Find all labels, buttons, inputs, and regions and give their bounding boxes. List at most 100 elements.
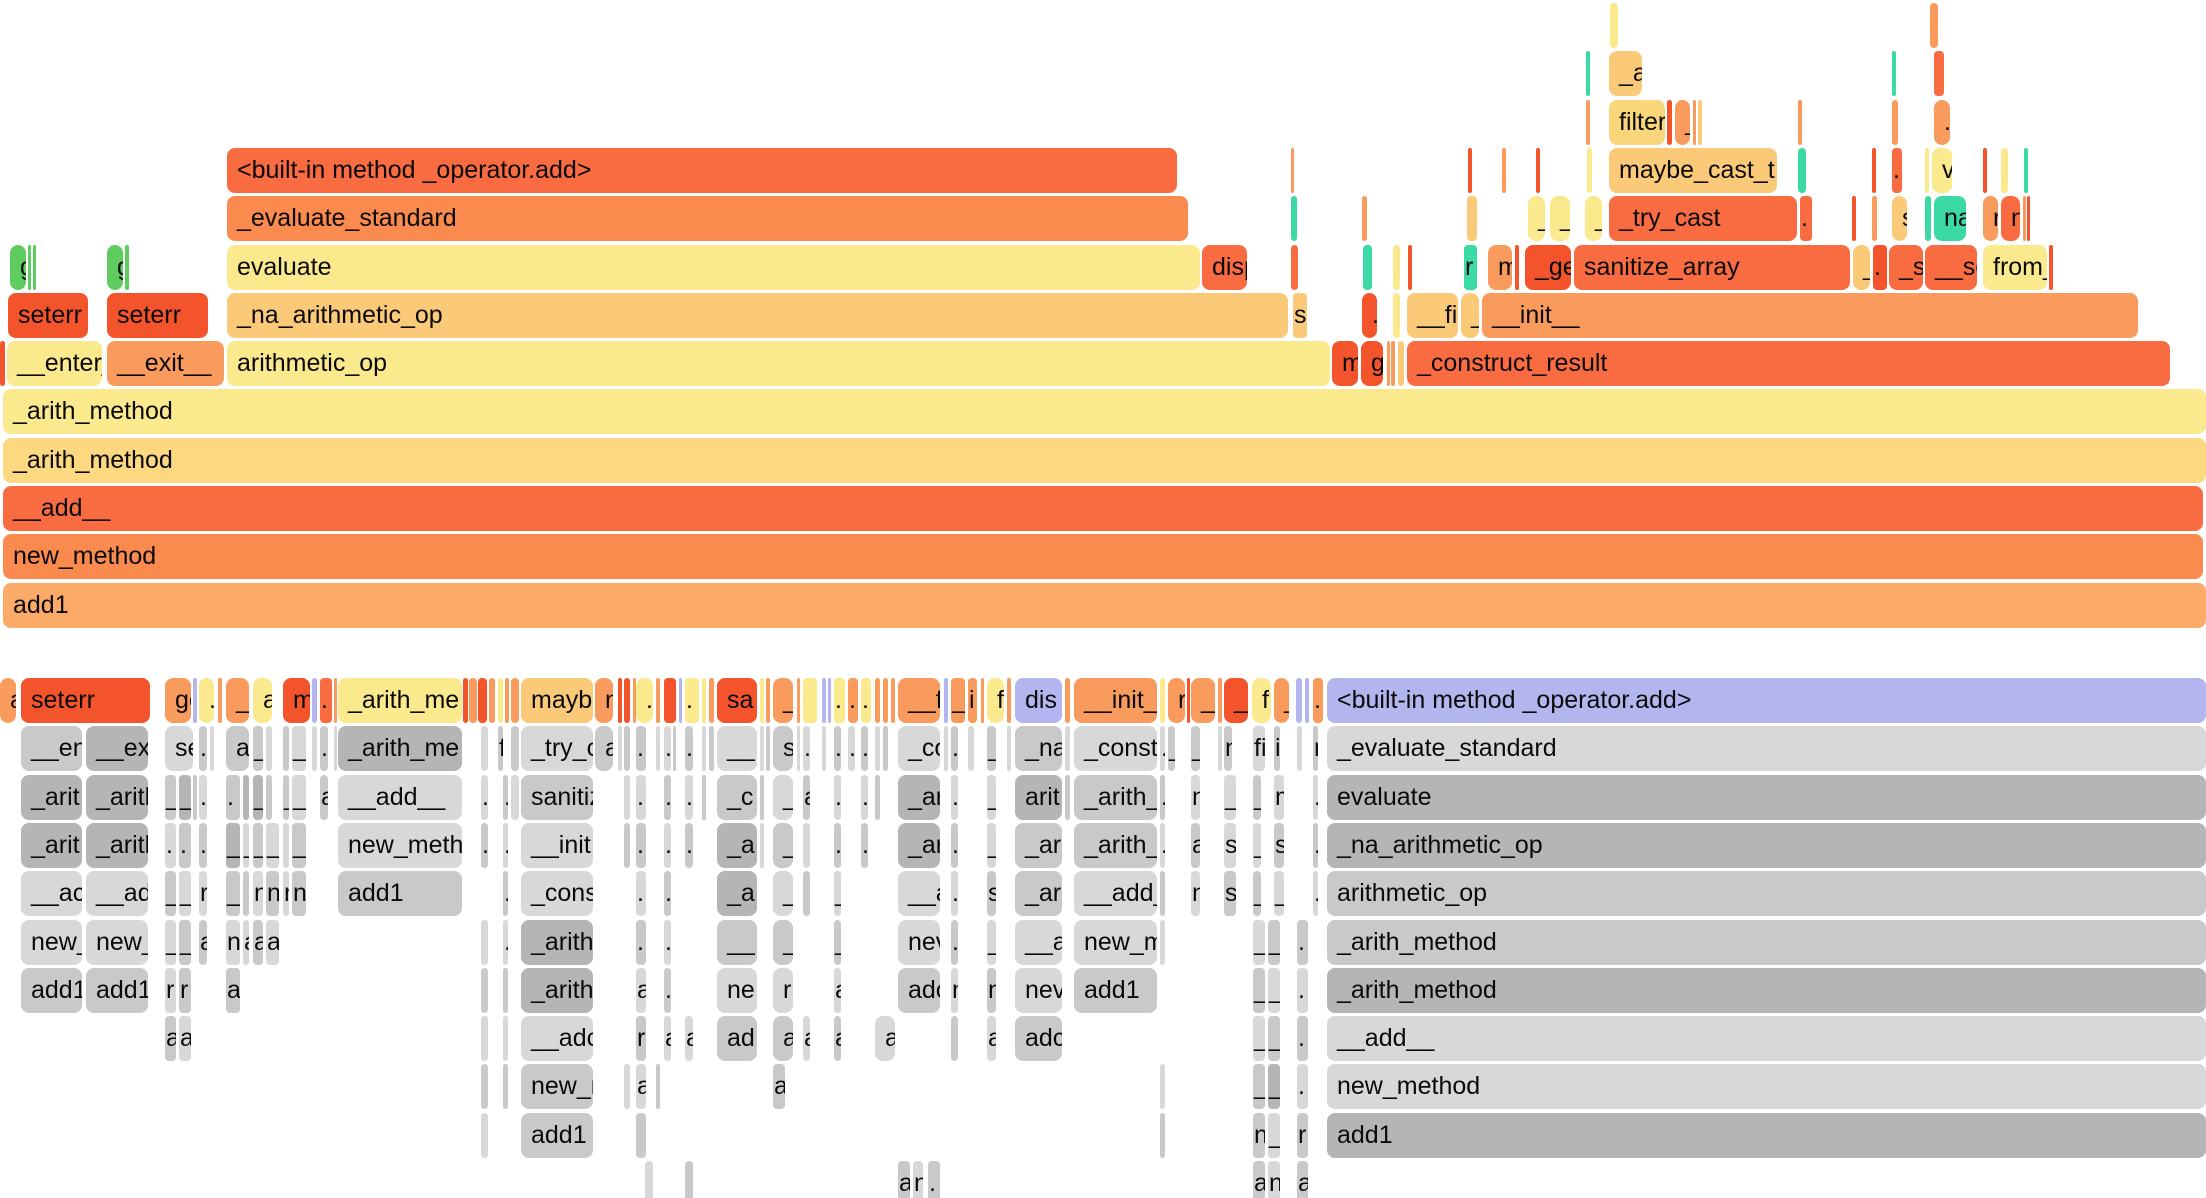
frame-bar[interactable]: [503, 1064, 508, 1110]
frame-bar[interactable]: .: [636, 822, 646, 868]
frame-bar[interactable]: [822, 678, 826, 723]
frame-bar[interactable]: ac: [266, 919, 279, 965]
frame-bar[interactable]: _: [1253, 822, 1261, 868]
frame-bar[interactable]: ne: [226, 919, 240, 965]
frame-bar[interactable]: n: [292, 871, 306, 917]
frame-bar[interactable]: [709, 726, 714, 772]
frame-bar[interactable]: [702, 774, 706, 820]
frame-bar[interactable]: _try_c: [521, 726, 593, 772]
frame-bar[interactable]: _a: [1224, 774, 1236, 820]
frame-bar[interactable]: _: [1268, 967, 1280, 1013]
frame-bar[interactable]: g: [1361, 341, 1383, 387]
frame-bar[interactable]: .: [951, 822, 958, 868]
frame-bar[interactable]: _arith_: [1074, 822, 1157, 868]
frame-bar[interactable]: new_method: [1327, 1064, 2206, 1110]
frame-bar[interactable]: disp: [1202, 244, 1247, 290]
frame-bar[interactable]: new_meth: [338, 822, 462, 868]
frame-bar[interactable]: [828, 678, 831, 723]
frame-bar[interactable]: [1363, 244, 1372, 290]
frame-bar[interactable]: _c: [1224, 678, 1248, 723]
frame-bar[interactable]: __enter__: [7, 341, 102, 387]
frame-bar[interactable]: n: [1191, 871, 1200, 917]
frame-bar[interactable]: [645, 1161, 653, 1198]
frame-bar[interactable]: ge: [165, 678, 191, 723]
frame-bar[interactable]: [656, 726, 660, 772]
frame-bar[interactable]: a: [664, 1016, 671, 1062]
frame-bar[interactable]: [1393, 292, 1400, 338]
frame-bar[interactable]: __a: [1015, 919, 1062, 965]
frame-bar[interactable]: .: [320, 678, 332, 723]
frame-bar[interactable]: [664, 678, 676, 723]
frame-bar[interactable]: [803, 871, 810, 917]
frame-bar[interactable]: [505, 678, 509, 723]
frame-bar[interactable]: .: [1297, 1064, 1308, 1110]
frame-bar[interactable]: _na_arithmetic_op: [227, 292, 1288, 338]
frame-bar[interactable]: a: [803, 1016, 810, 1062]
frame-bar[interactable]: [656, 678, 660, 723]
frame-bar[interactable]: [1698, 99, 1702, 145]
frame-bar[interactable]: [469, 678, 477, 723]
frame-bar[interactable]: _: [253, 726, 263, 772]
frame-bar[interactable]: _: [987, 774, 996, 820]
frame-bar[interactable]: a: [199, 919, 207, 965]
frame-bar[interactable]: [1930, 3, 1938, 48]
frame-bar[interactable]: .: [664, 774, 671, 820]
frame-bar[interactable]: .: [685, 678, 699, 723]
frame-bar[interactable]: [1586, 99, 1590, 145]
frame-bar[interactable]: ari: [226, 726, 249, 772]
frame-bar[interactable]: n: [951, 967, 958, 1013]
frame-bar[interactable]: [511, 678, 519, 723]
frame-bar[interactable]: _: [1191, 726, 1200, 772]
frame-bar[interactable]: se: [165, 726, 193, 772]
frame-bar[interactable]: .: [685, 822, 693, 868]
frame-bar[interactable]: .: [1160, 726, 1165, 772]
frame-bar[interactable]: a: [636, 967, 646, 1013]
frame-bar[interactable]: add1: [21, 967, 82, 1013]
frame-bar[interactable]: [1007, 678, 1011, 723]
frame-bar[interactable]: _: [165, 871, 176, 917]
frame-bar[interactable]: _: [1191, 678, 1215, 723]
frame-bar[interactable]: .: [664, 919, 671, 965]
frame-bar[interactable]: .: [226, 774, 240, 820]
frame-bar[interactable]: .: [636, 726, 646, 772]
frame-bar[interactable]: n: [1224, 726, 1232, 772]
frame-bar[interactable]: _a: [226, 822, 240, 868]
frame-bar[interactable]: [481, 1064, 488, 1110]
frame-bar[interactable]: [266, 774, 272, 820]
frame-bar[interactable]: [624, 678, 630, 723]
frame-bar[interactable]: _: [834, 919, 841, 965]
frame-bar[interactable]: sa: [717, 678, 757, 723]
frame-bar[interactable]: s: [987, 871, 996, 917]
frame-bar[interactable]: __: [226, 871, 240, 917]
frame-bar[interactable]: a: [0, 678, 16, 723]
frame-bar[interactable]: [1218, 726, 1222, 772]
frame-bar[interactable]: _: [834, 871, 841, 917]
frame-bar[interactable]: [1218, 678, 1222, 723]
frame-bar[interactable]: ad: [717, 1016, 757, 1062]
frame-bar[interactable]: ad: [875, 1016, 895, 1062]
frame-bar[interactable]: .: [503, 774, 508, 820]
frame-bar[interactable]: [481, 1112, 488, 1158]
frame-bar[interactable]: m: [1488, 244, 1512, 290]
frame-bar[interactable]: [1362, 196, 1367, 242]
frame-bar[interactable]: [481, 919, 488, 965]
frame-bar[interactable]: _: [1585, 196, 1602, 242]
frame-bar[interactable]: _: [773, 919, 793, 965]
frame-bar[interactable]: _: [1675, 99, 1690, 145]
frame-bar[interactable]: .: [848, 678, 858, 723]
frame-bar[interactable]: a: [243, 919, 249, 965]
frame-bar[interactable]: ne: [717, 967, 757, 1013]
frame-bar[interactable]: .: [1297, 967, 1308, 1013]
frame-bar[interactable]: g: [107, 244, 123, 290]
frame-bar[interactable]: __ac: [21, 871, 82, 917]
frame-bar[interactable]: filter: [1609, 99, 1665, 145]
frame-bar[interactable]: [1398, 341, 1404, 387]
frame-bar[interactable]: [797, 726, 800, 772]
frame-bar[interactable]: [1391, 341, 1395, 387]
frame-bar[interactable]: _: [773, 774, 793, 820]
frame-bar[interactable]: .: [848, 726, 855, 772]
frame-bar[interactable]: va: [1932, 147, 1952, 193]
frame-bar[interactable]: [1934, 51, 1944, 97]
frame-bar[interactable]: _: [1168, 726, 1175, 772]
frame-bar[interactable]: s: [1274, 822, 1284, 868]
